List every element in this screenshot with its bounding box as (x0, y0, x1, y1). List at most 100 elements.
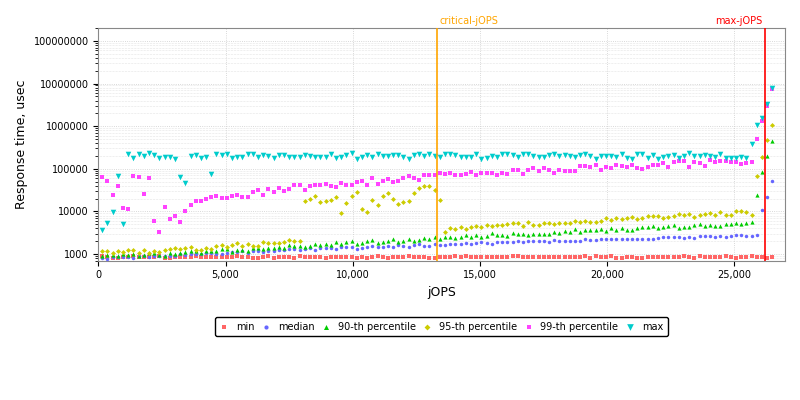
min (594, 254, 607, 260)
99-th percentile (563, 168, 576, 175)
99-th percentile (703, 157, 716, 163)
95-th percentile (621, 215, 634, 221)
min (428, 254, 441, 261)
min (96, 253, 109, 260)
99-th percentile (527, 165, 540, 171)
min (693, 253, 706, 260)
min (142, 254, 155, 260)
max (273, 152, 286, 158)
90-th percentile (527, 230, 540, 237)
95-th percentile (703, 210, 716, 216)
median (459, 240, 472, 246)
95-th percentile (511, 220, 524, 226)
median (538, 238, 550, 244)
95-th percentile (480, 222, 493, 228)
99-th percentile (459, 171, 472, 177)
median (574, 238, 586, 244)
90-th percentile (402, 236, 415, 242)
95-th percentile (163, 246, 176, 252)
max (444, 151, 457, 157)
99-th percentile (470, 172, 482, 178)
99-th percentile (740, 160, 753, 167)
min (740, 254, 753, 260)
90-th percentile (361, 238, 374, 244)
median (242, 250, 254, 256)
95-th percentile (298, 198, 311, 204)
max (428, 153, 441, 160)
median (730, 232, 742, 238)
99-th percentile (345, 182, 358, 188)
90-th percentile (221, 246, 234, 253)
median (127, 255, 140, 261)
95-th percentile (678, 212, 690, 219)
median (122, 254, 134, 260)
min (517, 254, 530, 260)
95-th percentile (132, 250, 145, 256)
min (470, 254, 482, 260)
99-th percentile (148, 218, 161, 224)
median (350, 245, 363, 252)
median (590, 237, 602, 244)
max (703, 153, 716, 159)
min (324, 254, 337, 261)
90-th percentile (101, 252, 114, 258)
max (678, 153, 690, 159)
90-th percentile (657, 224, 670, 231)
min (444, 254, 457, 260)
99-th percentile (438, 170, 451, 177)
min (158, 255, 171, 261)
min (642, 254, 654, 260)
90-th percentile (127, 251, 140, 258)
max (470, 151, 482, 158)
min (294, 253, 306, 260)
min (734, 254, 747, 260)
max (334, 154, 347, 160)
median (672, 234, 685, 240)
95-th percentile (682, 211, 695, 217)
99-th percentile (652, 162, 665, 168)
95-th percentile (698, 211, 711, 218)
95-th percentile (517, 223, 530, 230)
95-th percentile (672, 211, 685, 217)
min (382, 254, 394, 261)
min (709, 254, 722, 260)
median (340, 244, 353, 250)
95-th percentile (418, 183, 430, 189)
median (96, 255, 109, 261)
min (153, 253, 166, 260)
99-th percentile (631, 165, 644, 171)
max (626, 156, 638, 162)
min (511, 253, 524, 260)
90-th percentile (236, 246, 249, 253)
min (242, 254, 254, 260)
90-th percentile (698, 222, 711, 229)
median (678, 234, 690, 241)
max (242, 151, 254, 157)
95-th percentile (734, 208, 747, 214)
95-th percentile (459, 226, 472, 232)
99-th percentile (490, 172, 503, 179)
90-th percentile (506, 230, 519, 237)
90-th percentile (511, 231, 524, 238)
median (294, 247, 306, 253)
90-th percentile (242, 248, 254, 254)
median (226, 248, 238, 255)
min (574, 253, 586, 260)
max (693, 153, 706, 159)
min (221, 254, 234, 260)
90-th percentile (465, 234, 478, 240)
95-th percentile (724, 212, 737, 218)
90-th percentile (319, 240, 332, 247)
90-th percentile (298, 244, 311, 250)
90-th percentile (345, 238, 358, 244)
min (646, 254, 659, 260)
min (169, 254, 182, 260)
median (724, 232, 737, 239)
median (382, 242, 394, 249)
99-th percentile (205, 194, 218, 200)
99-th percentile (392, 178, 405, 184)
max (761, 101, 774, 107)
median (615, 236, 628, 242)
90-th percentile (278, 245, 290, 252)
90-th percentile (584, 227, 597, 233)
